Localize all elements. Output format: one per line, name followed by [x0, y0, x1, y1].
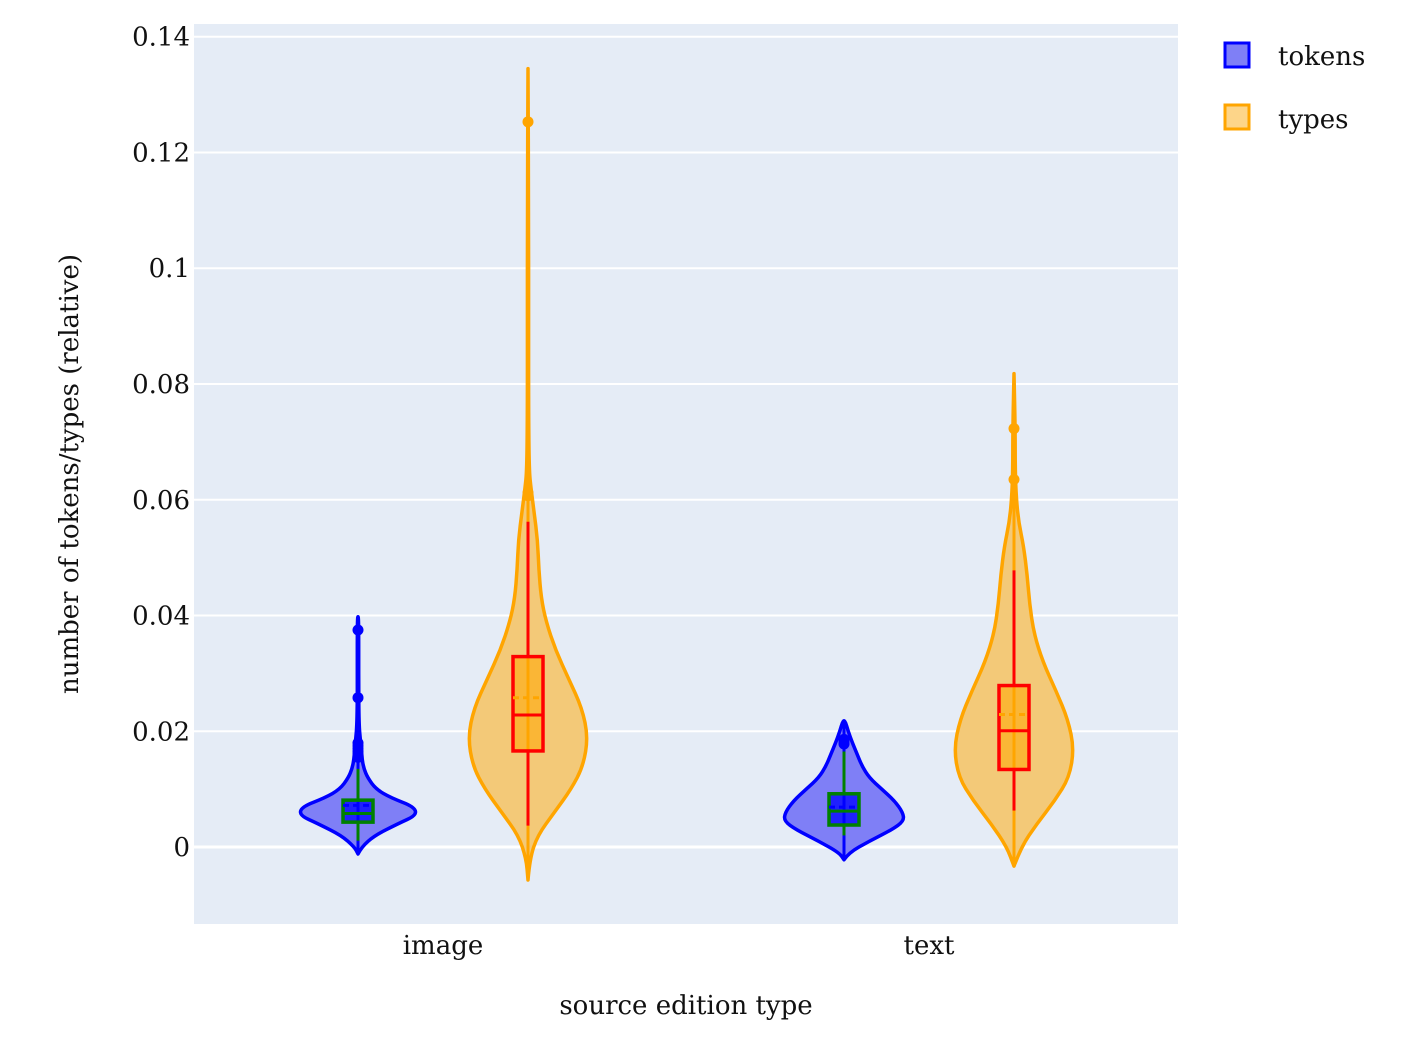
- y-tick-label: 0: [173, 833, 190, 863]
- y-tick-label: 0.14: [132, 23, 190, 53]
- violin-types-image: [467, 66, 589, 882]
- y-tick-label: 0.06: [132, 486, 190, 516]
- y-tick-label: 0.02: [132, 717, 190, 747]
- violin-tokens-text: [782, 719, 906, 862]
- legend-item-tokens[interactable]: tokens: [1223, 41, 1365, 72]
- y-tick-label: 0.1: [149, 254, 190, 284]
- x-tick-label: image: [403, 931, 484, 961]
- box-iqr: [511, 654, 545, 753]
- y-tick-label: 0.04: [132, 602, 190, 632]
- outlier-point: [352, 624, 364, 636]
- outlier-point: [522, 487, 534, 499]
- x-tick-label: text: [904, 931, 955, 961]
- violin-types-text: [953, 371, 1075, 868]
- outlier-point: [1008, 473, 1020, 485]
- legend-swatch-types: [1223, 103, 1251, 131]
- y-axis-title: number of tokens/types (relative): [55, 254, 85, 694]
- x-axis-title: source edition type: [559, 991, 812, 1021]
- violins: [298, 66, 1075, 882]
- box-iqr: [341, 798, 375, 824]
- outlier-point: [838, 733, 850, 745]
- legend-swatch-tokens: [1223, 41, 1251, 69]
- box-iqr: [997, 683, 1031, 772]
- legend[interactable]: tokens types: [1223, 41, 1365, 135]
- legend-label-tokens: tokens: [1278, 42, 1365, 72]
- outlier-point: [352, 737, 364, 749]
- legend-item-types[interactable]: types: [1223, 103, 1349, 135]
- box-iqr: [827, 792, 861, 827]
- legend-label-types: types: [1278, 105, 1349, 135]
- outlier-point: [522, 116, 534, 128]
- y-tick-label: 0.08: [132, 370, 190, 400]
- x-axis-ticks: image text: [403, 931, 955, 961]
- outlier-point: [352, 692, 364, 704]
- y-axis-ticks: 0 0.02 0.04 0.06 0.08 0.1 0.12 0.14: [132, 23, 190, 863]
- violin-tokens-image: [298, 614, 418, 856]
- y-tick-label: 0.12: [132, 138, 190, 168]
- outlier-point: [1008, 423, 1020, 435]
